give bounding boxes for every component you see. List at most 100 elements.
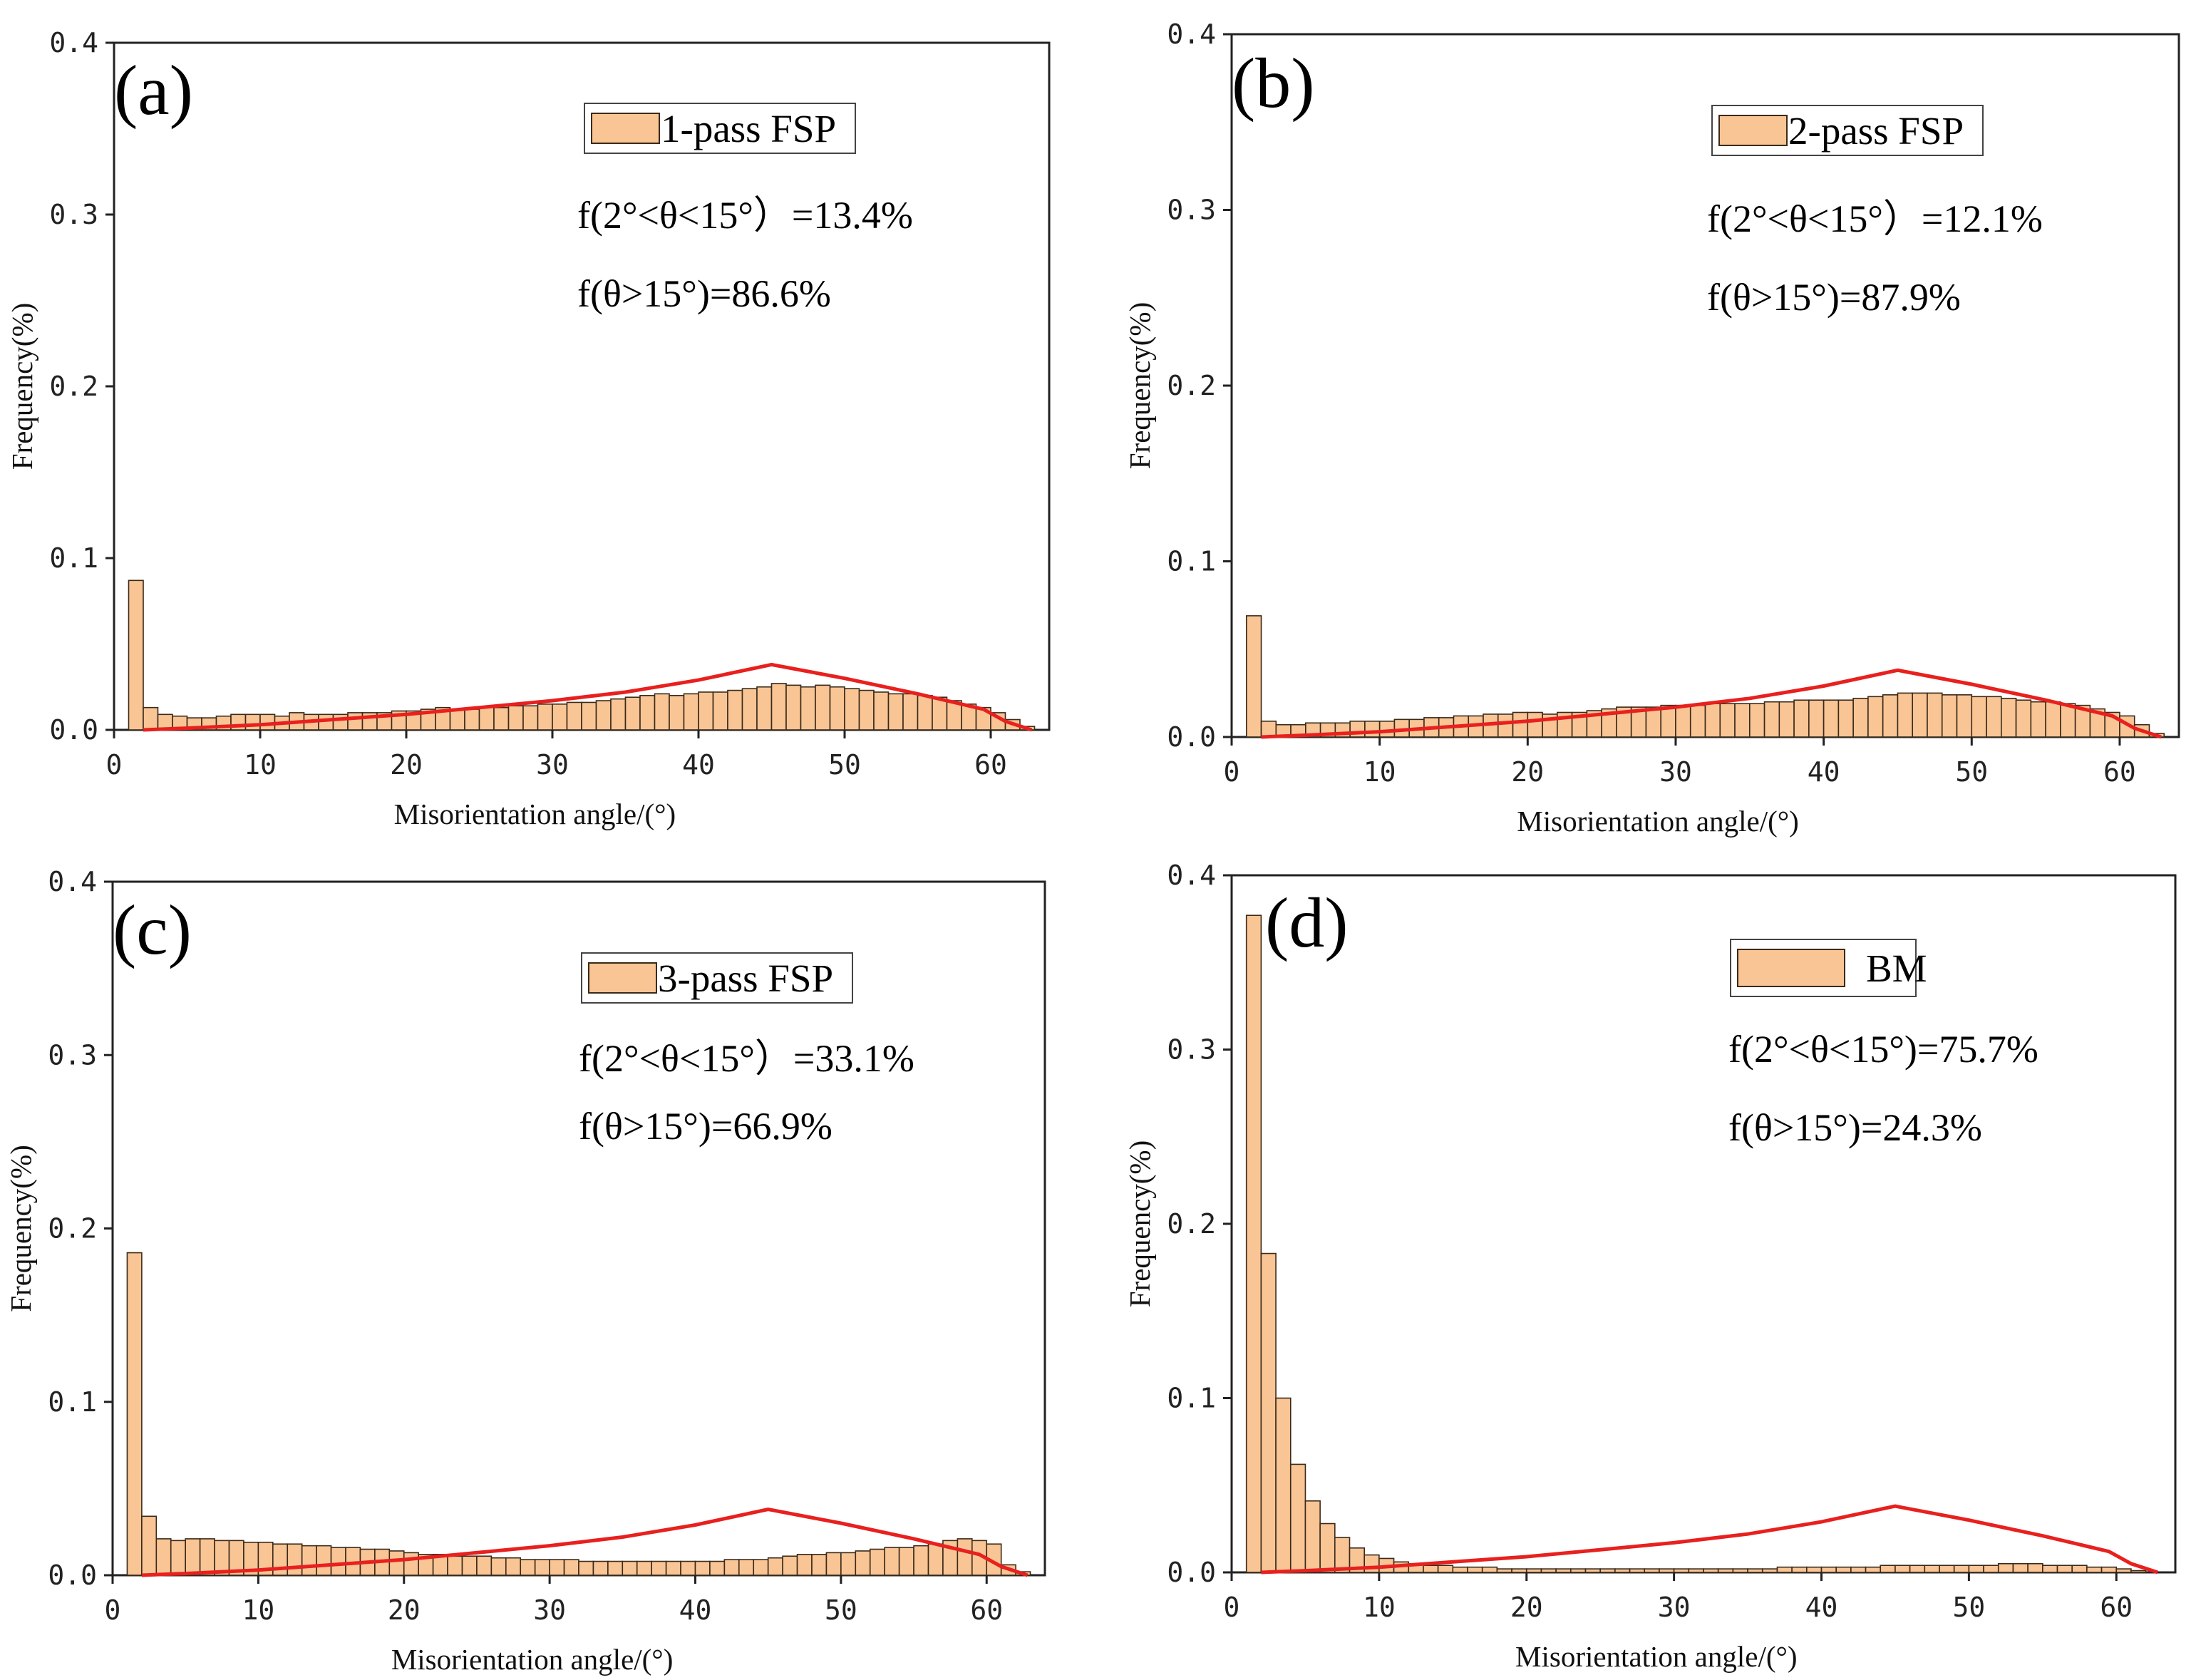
bar (741, 688, 758, 731)
bar (1776, 1566, 1793, 1573)
legend: BM (1730, 939, 1927, 997)
bar (1260, 721, 1277, 738)
bar (1761, 1568, 1778, 1573)
y-tick-label: 0.0 (48, 1560, 97, 1591)
bar (1260, 1252, 1277, 1573)
bar (592, 1560, 609, 1576)
bar (287, 1543, 303, 1576)
bar (1793, 699, 1810, 738)
y-tick-label: 0.0 (1167, 721, 1216, 753)
legend: 2-pass FSP (1711, 105, 1984, 156)
bar (1778, 701, 1795, 738)
bar (1895, 1565, 1911, 1573)
bar (785, 684, 802, 731)
bar (1452, 1566, 1468, 1573)
bar (858, 689, 875, 731)
y-tick-label: 0.3 (1167, 1034, 1216, 1066)
bar (1850, 1566, 1867, 1573)
stat-annotation: f(θ>15°)=24.3% (1728, 1106, 1982, 1149)
bar (581, 701, 597, 731)
x-tick-label: 10 (244, 749, 277, 780)
bar (2030, 701, 2046, 738)
bar (1289, 1463, 1306, 1573)
x-tick-label: 60 (2100, 1592, 2133, 1623)
bar (2015, 699, 2032, 738)
bar (1364, 721, 1381, 738)
bar (1527, 711, 1543, 738)
stat-annotation: f(2°<θ<15°）=12.1% (1707, 197, 2043, 240)
legend-label: 3-pass FSP (658, 957, 833, 1000)
x-axis-title: Misorientation angle/(°) (1515, 1640, 1798, 1673)
bar (1808, 699, 1825, 738)
bar (2115, 1568, 2132, 1573)
bar (723, 1559, 740, 1576)
x-tick-label: 0 (1224, 756, 1240, 788)
x-tick-label: 40 (682, 749, 715, 780)
legend-label: BM (1866, 947, 1927, 990)
bar (1496, 1568, 1512, 1573)
bar (738, 1559, 755, 1576)
bar (654, 693, 670, 731)
bar (143, 706, 159, 731)
bar (1719, 703, 1736, 738)
bar (1997, 1562, 2014, 1573)
bar (1823, 699, 1840, 738)
bar (1983, 1565, 1999, 1573)
x-tick-label: 40 (1805, 1592, 1838, 1623)
bar (126, 1252, 143, 1576)
y-axis-title: Frequency(%) (4, 1145, 37, 1312)
bar (1512, 711, 1529, 738)
bar (1865, 1566, 1882, 1573)
bar (898, 1547, 914, 1576)
bar (873, 691, 890, 731)
bar (1941, 694, 1958, 738)
bar (490, 1557, 507, 1576)
x-tick-label: 20 (1510, 1592, 1543, 1623)
bar (505, 1557, 522, 1576)
y-tick-label: 0.0 (1167, 1557, 1216, 1588)
x-tick-label: 40 (1808, 756, 1840, 788)
bar (1673, 1568, 1690, 1573)
x-tick-label: 30 (533, 1594, 566, 1626)
bar (694, 1560, 711, 1576)
y-axis-title: Frequency(%) (1123, 1140, 1156, 1308)
bar (447, 1555, 463, 1576)
stat-annotation: f(θ>15°)=86.6% (577, 272, 831, 315)
bar (1732, 1568, 1748, 1573)
bar (1927, 692, 1943, 738)
bar (2086, 1566, 2103, 1573)
bar (1555, 1568, 1572, 1573)
bar (507, 705, 524, 731)
stat-annotation: f(θ>15°)=87.9% (1707, 276, 1961, 319)
bar (607, 1560, 624, 1576)
bar (520, 1559, 536, 1576)
bar (1971, 696, 1987, 738)
bar (829, 686, 845, 731)
bar (651, 1560, 667, 1576)
x-tick-label: 30 (536, 749, 569, 780)
bar (566, 701, 582, 731)
bar (199, 1538, 215, 1576)
y-tick-label: 0.1 (48, 1386, 97, 1418)
bar (669, 694, 685, 731)
bar (1319, 1522, 1336, 1573)
bar (1717, 1568, 1734, 1573)
bar (770, 683, 787, 731)
y-tick-label: 0.0 (49, 714, 98, 746)
legend-swatch (1737, 949, 1845, 987)
stat-annotation: f(2°<θ<15°）=33.1% (579, 1037, 914, 1080)
bar (578, 1560, 594, 1576)
bar (917, 694, 933, 731)
y-tick-label: 0.3 (49, 199, 98, 230)
bar (1467, 1566, 1483, 1573)
bar (1689, 704, 1706, 738)
bar (932, 696, 948, 731)
plot-frame (111, 880, 1046, 1577)
bar (595, 700, 612, 731)
x-tick-label: 50 (1952, 1592, 1985, 1623)
bar (1614, 1568, 1631, 1573)
bar (330, 1547, 346, 1576)
bar (301, 1545, 317, 1576)
x-tick-label: 50 (825, 1594, 857, 1626)
bar-series (1245, 914, 2147, 1573)
